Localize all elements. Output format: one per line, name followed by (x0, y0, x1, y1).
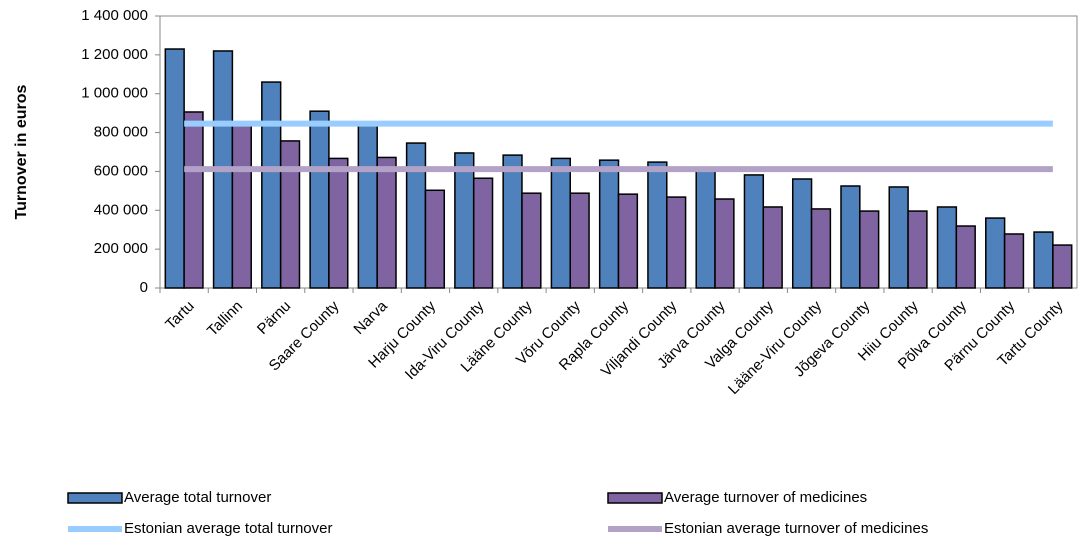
bar (454, 152, 475, 289)
bar (840, 185, 861, 289)
legend-swatch (67, 492, 123, 504)
bar (666, 196, 687, 289)
y-tick-label: 1 000 000 (81, 85, 148, 102)
legend-label: Estonian average turnover of medicines (664, 520, 928, 537)
bar (261, 81, 282, 289)
bar (472, 177, 494, 289)
bar (424, 189, 446, 289)
legend-label: Average total turnover (124, 489, 271, 506)
bar (617, 193, 639, 289)
bar (695, 169, 716, 289)
y-tick-label: 200 000 (94, 240, 148, 257)
bar (1003, 233, 1025, 289)
y-tick-label: 800 000 (94, 124, 148, 141)
y-tick-label: 400 000 (94, 201, 148, 218)
bar (231, 124, 252, 289)
bar (791, 178, 813, 289)
bar (279, 140, 301, 289)
bar (714, 198, 735, 289)
x-tick-label: Pärnu (254, 298, 294, 338)
bar (762, 206, 783, 289)
bar (357, 124, 378, 289)
bar (309, 110, 330, 289)
y-tick-label: 1 400 000 (81, 7, 148, 24)
legend-label: Estonian average total turnover (124, 520, 332, 537)
bar (164, 48, 185, 289)
bar (647, 161, 668, 289)
bar (550, 157, 571, 289)
bar (810, 208, 832, 289)
y-tick-label: 0 (140, 279, 148, 296)
x-tick-label: Narva (351, 297, 392, 338)
bar (521, 192, 542, 289)
bar (569, 192, 590, 289)
x-tick-label: Tartu (162, 298, 198, 334)
bar (376, 156, 397, 289)
y-tick-label: 1 200 000 (81, 46, 148, 63)
bar (743, 174, 765, 289)
bar (859, 210, 880, 289)
y-tick-label: 600 000 (94, 162, 148, 179)
bar (405, 142, 427, 289)
bar (183, 111, 204, 289)
legend-label: Average turnover of medicines (664, 489, 867, 506)
bar (502, 154, 523, 289)
x-tick-label: Tallinn (204, 298, 246, 340)
bar (907, 210, 928, 289)
bar (1052, 244, 1073, 289)
legend-swatch (607, 492, 663, 504)
bar (936, 206, 958, 289)
bar (955, 225, 976, 289)
bar (1033, 231, 1054, 289)
bar (328, 157, 349, 289)
y-axis-title: Turnover in euros (13, 84, 30, 219)
bar (598, 159, 620, 289)
bar (888, 186, 909, 289)
bar (985, 217, 1006, 289)
